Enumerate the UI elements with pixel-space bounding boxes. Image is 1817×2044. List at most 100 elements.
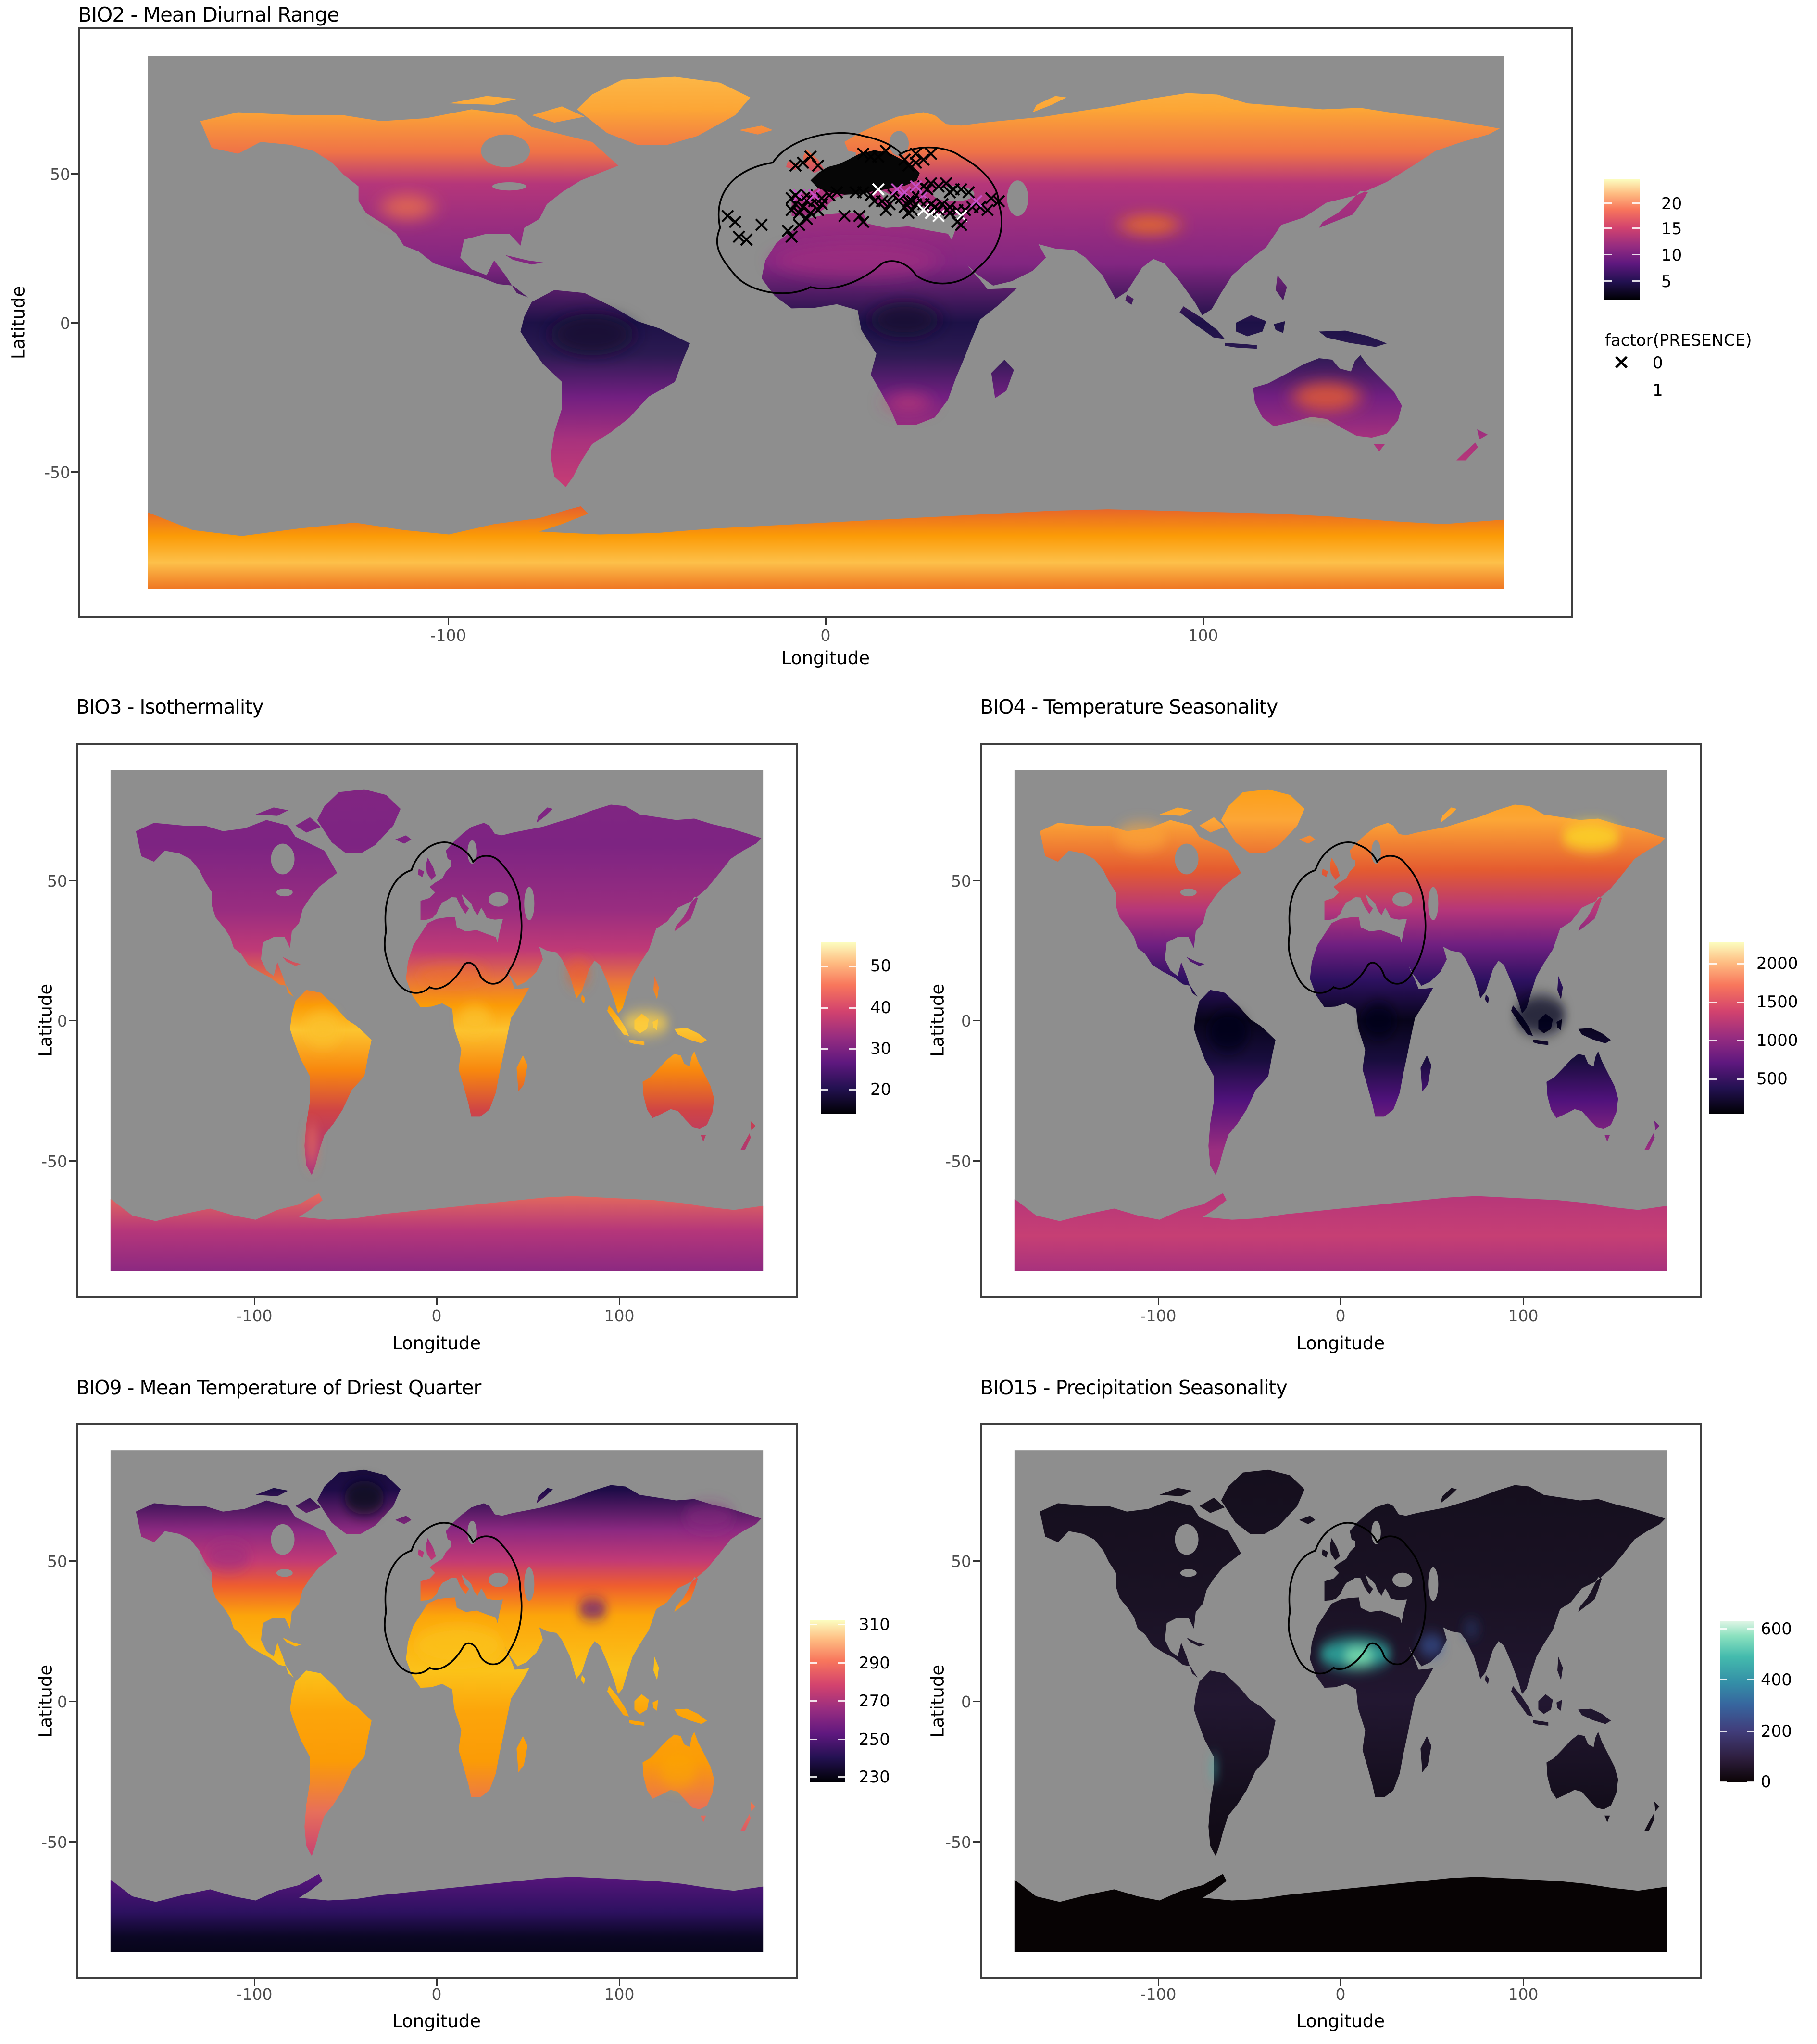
presence-point — [933, 181, 944, 192]
y-tick-mark — [973, 1560, 980, 1562]
presence-point — [786, 231, 798, 242]
x-tick-label: -100 — [236, 1985, 273, 2004]
colorbar-tick-label: 30 — [870, 1039, 891, 1058]
x-tick-mark — [436, 1979, 438, 1986]
presence-point — [877, 196, 888, 207]
presence-point — [918, 154, 929, 165]
presence-point — [974, 201, 985, 213]
presence-point — [801, 213, 813, 225]
presence-point — [733, 231, 745, 242]
presence-point — [891, 184, 903, 195]
world-map-bio4 — [982, 745, 1700, 1296]
colorbar-tick-label: 400 — [1761, 1670, 1792, 1690]
y-tick-mark — [69, 1841, 76, 1843]
presence-point — [903, 160, 915, 171]
presence-point — [910, 181, 922, 192]
presence-point — [903, 196, 915, 207]
presence-point — [741, 234, 752, 245]
presence-markers — [722, 145, 1005, 245]
presence-point — [797, 201, 809, 213]
presence-point — [831, 187, 843, 198]
x-tick-mark — [619, 1979, 620, 1986]
x-axis-title-bio9: Longitude — [392, 2011, 481, 2031]
x-tick-mark — [619, 1298, 620, 1305]
y-tick-label: 50 — [951, 872, 971, 890]
presence-point — [813, 204, 824, 215]
y-tick-label: -50 — [41, 1152, 67, 1171]
presence-point — [918, 189, 929, 201]
y-tick-mark — [69, 1701, 76, 1702]
presence-point — [809, 189, 820, 201]
x-tick-label: -100 — [1140, 1985, 1177, 2004]
panel-title-bio3: BIO3 - Isothermality — [76, 695, 264, 718]
presence-point — [963, 187, 975, 198]
y-tick-label: 50 — [50, 165, 70, 184]
panel-title-bio9: BIO9 - Mean Temperature of Driest Quarte… — [76, 1376, 481, 1399]
y-tick-mark — [71, 173, 78, 175]
colorbar-tick-label: 1500 — [1756, 992, 1798, 1012]
y-tick-label: 0 — [57, 1012, 67, 1030]
colorbar-bio2 — [1604, 179, 1640, 300]
y-axis-title-bio9: Latitude — [35, 1664, 56, 1738]
y-tick-label: 0 — [961, 1012, 971, 1030]
x-axis-title-bio15: Longitude — [1296, 2011, 1385, 2031]
presence-point — [888, 189, 899, 201]
y-tick-label: 50 — [47, 872, 67, 890]
colorbar-tick-label: 310 — [859, 1615, 890, 1634]
colorbar-bio4 — [1709, 942, 1744, 1114]
x-tick-mark — [1523, 1979, 1524, 1986]
x-tick-label: 0 — [1335, 1306, 1346, 1325]
colorbar-tick-label: 5 — [1661, 272, 1672, 291]
presence-point — [809, 196, 820, 207]
colorbar-tick-label: 50 — [870, 956, 891, 976]
x-axis-title-bio2: Longitude — [781, 648, 870, 668]
y-tick-label: 0 — [961, 1693, 971, 1711]
panel-title-bio2: BIO2 - Mean Diurnal Range — [78, 3, 339, 26]
presence-symbol-0-icon: × — [1612, 350, 1630, 374]
presence-point — [937, 199, 948, 210]
presence-point — [944, 187, 956, 198]
colorbar-tick-label: 290 — [859, 1654, 890, 1673]
x-tick-label: -100 — [1140, 1306, 1177, 1325]
y-tick-mark — [71, 471, 78, 473]
x-tick-mark — [1158, 1979, 1159, 1986]
presence-point — [858, 187, 869, 198]
colorbar-tick-label: 270 — [859, 1692, 890, 1711]
y-axis-title-bio4: Latitude — [927, 983, 948, 1057]
plot-panel-bio4 — [980, 743, 1702, 1298]
y-axis-title-bio15: Latitude — [927, 1664, 948, 1738]
presence-label-0: 0 — [1653, 353, 1663, 373]
presence-point — [899, 187, 911, 198]
x-tick-label: 100 — [604, 1985, 635, 2004]
presence-point — [782, 225, 794, 236]
x-tick-label: 100 — [1508, 1985, 1539, 2004]
y-tick-mark — [973, 1020, 980, 1021]
presence-point — [865, 189, 877, 201]
x-tick-mark — [825, 618, 827, 625]
presence-point — [933, 204, 944, 215]
y-axis-title-bio2: Latitude — [8, 286, 29, 360]
plot-panel-bio3 — [76, 743, 798, 1298]
panel-title-bio15: BIO15 - Precipitation Seasonality — [980, 1376, 1288, 1399]
colorbar-tick-label: 15 — [1661, 219, 1682, 238]
world-map-bio2 — [80, 29, 1571, 616]
presence-point — [918, 204, 929, 215]
presence-point — [793, 219, 805, 230]
presence-point — [899, 201, 911, 213]
presence-point — [816, 199, 827, 210]
presence-point — [790, 189, 802, 201]
presence-point — [797, 157, 809, 168]
raster-accents-bio15 — [1211, 1620, 1480, 1782]
y-tick-label: -50 — [44, 463, 70, 482]
y-tick-mark — [973, 1160, 980, 1162]
presence-point — [993, 196, 1005, 207]
colorbar-tick-label: 1000 — [1756, 1031, 1798, 1050]
y-tick-mark — [973, 1841, 980, 1843]
presence-point — [899, 154, 911, 165]
presence-point — [926, 207, 937, 218]
presence-point — [790, 160, 802, 171]
presence-point — [839, 210, 850, 221]
y-tick-label: 0 — [57, 1693, 67, 1711]
x-tick-mark — [1158, 1298, 1159, 1305]
y-tick-label: -50 — [945, 1833, 971, 1852]
